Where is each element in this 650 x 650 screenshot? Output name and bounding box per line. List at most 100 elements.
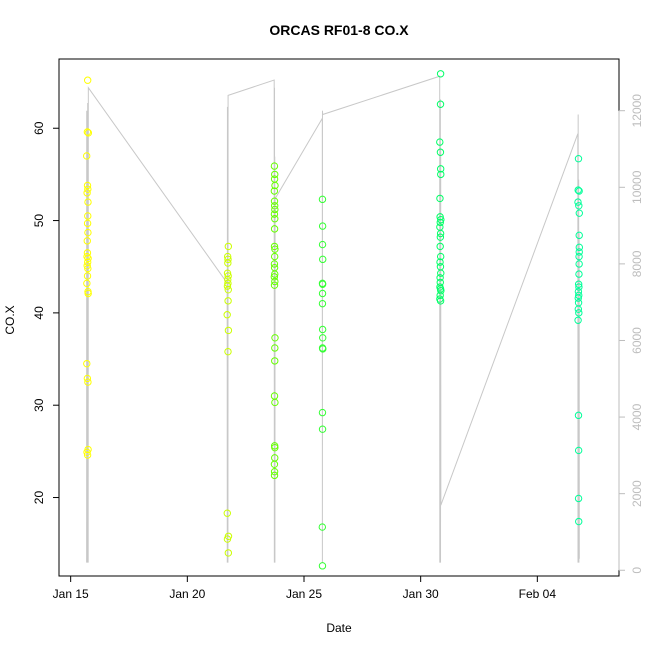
data-point — [270, 471, 279, 480]
data-point — [574, 198, 582, 206]
data-point — [271, 398, 279, 407]
data-point — [224, 272, 232, 280]
data-point — [270, 242, 279, 251]
plot-frame — [58, 58, 620, 577]
data-point — [574, 155, 583, 163]
data-point — [271, 270, 279, 278]
data-point — [270, 162, 279, 170]
data-point — [574, 294, 582, 302]
data-point — [271, 181, 279, 190]
data-point — [270, 197, 279, 205]
y-tick-label: 40 — [32, 306, 46, 320]
data-point — [574, 316, 582, 324]
data-point — [574, 280, 583, 288]
data-point — [270, 225, 279, 233]
data-point — [318, 325, 327, 334]
data-point — [574, 494, 583, 503]
y-tick-label: 60 — [32, 121, 46, 135]
data-point — [83, 252, 91, 261]
data-point — [223, 311, 231, 319]
data-point — [436, 258, 444, 266]
altitude-line — [86, 75, 580, 563]
data-point — [318, 523, 327, 531]
data-point — [84, 198, 92, 206]
data-point — [83, 374, 92, 383]
data-point — [224, 347, 232, 356]
data-point — [575, 309, 583, 317]
data-point — [271, 215, 279, 223]
data-point — [436, 233, 445, 241]
data-point — [83, 272, 92, 280]
y-tick-label: 50 — [32, 214, 46, 228]
y2-tick-label: 2000 — [630, 480, 644, 507]
data-point — [575, 270, 583, 278]
y2-tick-label: 12000 — [630, 94, 644, 128]
data-point — [318, 408, 327, 417]
data-point — [437, 287, 445, 295]
x-tick-label: Jan 15 — [53, 587, 89, 601]
y2-tick-label: 4000 — [630, 403, 644, 430]
data-point — [575, 248, 583, 256]
data-point — [83, 181, 92, 190]
data-point — [574, 186, 582, 194]
data-point — [271, 277, 279, 286]
data-point — [84, 289, 92, 298]
data-point — [271, 344, 279, 352]
data-point — [575, 291, 583, 300]
data-point — [436, 274, 444, 282]
data-point — [270, 281, 279, 289]
data-point — [319, 255, 327, 264]
data-point — [271, 443, 279, 452]
data-point — [83, 279, 91, 288]
data-point — [84, 228, 92, 237]
x-axis-label: Date — [326, 621, 352, 635]
data-point — [575, 260, 583, 268]
data-point — [83, 128, 92, 136]
data-point — [271, 205, 279, 214]
data-point — [436, 70, 445, 78]
data-points-layer — [83, 70, 583, 570]
data-point — [270, 187, 279, 195]
data-point — [83, 189, 91, 197]
data-point — [224, 255, 232, 264]
data-point — [319, 345, 327, 353]
data-point — [318, 280, 327, 288]
data-point — [270, 252, 279, 261]
data-point — [83, 359, 91, 368]
data-point — [83, 152, 91, 160]
data-point — [224, 242, 233, 251]
data-point — [83, 451, 92, 459]
x-tick-label: Jan 30 — [403, 587, 439, 601]
data-point — [84, 185, 92, 193]
data-point — [270, 260, 279, 268]
data-point — [271, 245, 279, 253]
data-point — [318, 289, 327, 298]
data-point — [84, 445, 92, 454]
data-point — [318, 299, 327, 308]
data-point — [270, 210, 279, 218]
data-point — [83, 237, 91, 245]
data-point — [575, 243, 583, 252]
data-point — [437, 170, 445, 179]
data-point — [84, 212, 92, 220]
data-point — [270, 460, 279, 468]
data-point — [575, 187, 583, 195]
data-point — [318, 240, 327, 249]
data-point — [436, 242, 444, 251]
data-point — [84, 378, 92, 386]
data-point — [436, 100, 445, 108]
data-point — [83, 262, 91, 270]
data-point — [437, 269, 445, 277]
data-point — [84, 129, 93, 137]
data-point — [318, 425, 327, 433]
data-point — [575, 517, 583, 526]
data-point — [84, 264, 92, 273]
data-point — [83, 76, 92, 84]
data-point — [575, 252, 583, 261]
data-point — [574, 446, 583, 455]
data-point — [224, 259, 232, 267]
data-point — [223, 509, 231, 517]
data-point — [436, 218, 444, 227]
